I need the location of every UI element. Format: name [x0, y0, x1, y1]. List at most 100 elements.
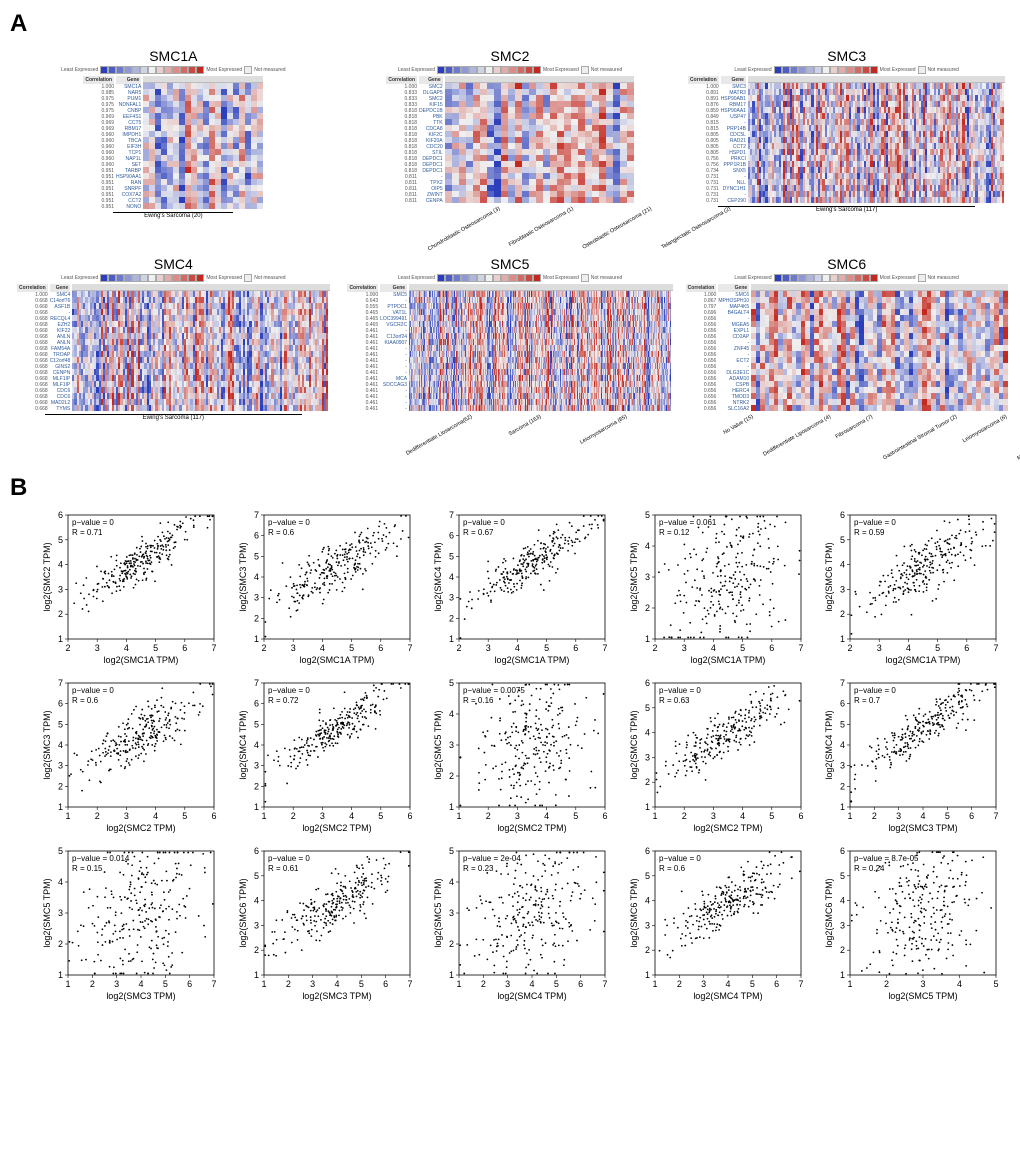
- svg-text:5: 5: [182, 811, 187, 821]
- scatter-plot: 2345671234567log2(SMC1A TPM)log2(SMC3 TP…: [236, 507, 416, 667]
- svg-text:4: 4: [725, 979, 730, 989]
- svg-text:4: 4: [645, 728, 650, 738]
- legend: Least ExpressedMost ExpressedNot measure…: [398, 66, 623, 74]
- scatter-plot: 23456712345log2(SMC1A TPM)log2(SMC5 TPM)…: [627, 507, 807, 667]
- svg-text:log2(SMC3 TPM): log2(SMC3 TPM): [238, 542, 248, 611]
- svg-text:2: 2: [481, 979, 486, 989]
- heatmap-title: SMC4: [154, 256, 193, 272]
- svg-text:7: 7: [58, 678, 63, 688]
- svg-text:1: 1: [840, 634, 845, 644]
- svg-text:1: 1: [848, 811, 853, 821]
- svg-text:2: 2: [457, 643, 462, 653]
- svg-text:6: 6: [58, 510, 63, 520]
- svg-text:log2(SMC4 TPM): log2(SMC4 TPM): [693, 991, 762, 1001]
- heatmap-smc4: SMC4Least ExpressedMost ExpressedNot mea…: [10, 256, 337, 454]
- svg-text:4: 4: [334, 979, 339, 989]
- svg-text:2: 2: [90, 979, 95, 989]
- svg-text:2: 2: [65, 643, 70, 653]
- svg-text:4: 4: [530, 979, 535, 989]
- svg-text:1: 1: [840, 802, 845, 812]
- panel-b: B 234567123456log2(SMC1A TPM)log2(SMC2 T…: [10, 474, 1010, 1003]
- legend: Least ExpressedMost ExpressedNot measure…: [398, 274, 623, 282]
- svg-text:1: 1: [645, 970, 650, 980]
- svg-text:4: 4: [840, 740, 845, 750]
- heatmap-xlabel: Ewing's Sarcoma (117): [718, 206, 975, 213]
- scatter-plot: 1234567123456log2(SMC4 TPM)log2(SMC6 TPM…: [627, 843, 807, 1003]
- svg-text:6: 6: [254, 699, 259, 709]
- svg-text:4: 4: [449, 877, 454, 887]
- svg-text:5: 5: [449, 846, 454, 856]
- svg-text:1: 1: [65, 811, 70, 821]
- svg-text:5: 5: [254, 719, 259, 729]
- svg-text:2: 2: [677, 979, 682, 989]
- svg-text:log2(SMC1A TPM): log2(SMC1A TPM): [690, 655, 765, 665]
- svg-text:6: 6: [254, 531, 259, 541]
- svg-text:log2(SMC4 TPM): log2(SMC4 TPM): [238, 710, 248, 779]
- svg-text:log2(SMC3 TPM): log2(SMC3 TPM): [42, 710, 52, 779]
- svg-text:R = 0.6: R = 0.6: [72, 696, 99, 705]
- svg-text:p−value = 0: p−value = 0: [268, 686, 310, 695]
- svg-text:6: 6: [383, 979, 388, 989]
- svg-text:3: 3: [310, 979, 315, 989]
- svg-text:2: 2: [254, 613, 259, 623]
- heatmap-row-2: SMC4 Least ExpressedMost ExpressedNot mea…: [10, 256, 1010, 454]
- svg-text:4: 4: [254, 896, 259, 906]
- svg-text:1: 1: [848, 979, 853, 989]
- svg-text:3: 3: [58, 908, 63, 918]
- svg-text:2: 2: [884, 979, 889, 989]
- svg-text:5: 5: [840, 719, 845, 729]
- svg-text:log2(SMC2 TPM): log2(SMC2 TPM): [693, 823, 762, 833]
- svg-text:3: 3: [921, 979, 926, 989]
- svg-text:log2(SMC6 TPM): log2(SMC6 TPM): [629, 710, 639, 779]
- svg-text:3: 3: [449, 908, 454, 918]
- svg-text:p−value = 2e-04: p−value = 2e-04: [463, 854, 521, 863]
- scatter-plot: 123456712345log2(SMC4 TPM)log2(SMC5 TPM)…: [431, 843, 611, 1003]
- scatter-plot: 123456123456log2(SMC2 TPM)log2(SMC6 TPM)…: [627, 675, 807, 835]
- svg-text:p−value = 0: p−value = 0: [659, 854, 701, 863]
- svg-text:4: 4: [138, 979, 143, 989]
- svg-text:3: 3: [254, 593, 259, 603]
- svg-text:6: 6: [769, 643, 774, 653]
- svg-text:6: 6: [965, 643, 970, 653]
- svg-text:4: 4: [840, 896, 845, 906]
- svg-text:p−value = 0: p−value = 0: [72, 686, 114, 695]
- svg-text:5: 5: [994, 979, 999, 989]
- svg-text:1: 1: [645, 802, 650, 812]
- svg-text:4: 4: [58, 560, 63, 570]
- svg-text:2: 2: [58, 609, 63, 619]
- svg-text:7: 7: [994, 811, 999, 821]
- svg-text:2: 2: [254, 945, 259, 955]
- svg-text:4: 4: [319, 643, 324, 653]
- svg-text:p−value = 0: p−value = 0: [659, 686, 701, 695]
- svg-text:5: 5: [945, 811, 950, 821]
- svg-text:5: 5: [349, 643, 354, 653]
- svg-text:2: 2: [290, 811, 295, 821]
- svg-text:7: 7: [407, 979, 412, 989]
- svg-text:5: 5: [573, 811, 578, 821]
- svg-text:R = 0.61: R = 0.61: [268, 864, 299, 873]
- svg-text:log2(SMC5 TPM): log2(SMC5 TPM): [889, 991, 958, 1001]
- svg-text:log2(SMC3 TPM): log2(SMC3 TPM): [889, 823, 958, 833]
- svg-text:log2(SMC4 TPM): log2(SMC4 TPM): [498, 991, 567, 1001]
- svg-text:R = 0.6: R = 0.6: [268, 528, 295, 537]
- svg-text:log2(SMC1A TPM): log2(SMC1A TPM): [104, 655, 179, 665]
- svg-text:R = 0.16: R = 0.16: [463, 696, 494, 705]
- scatter-plot: 1234561234567log2(SMC2 TPM)log2(SMC4 TPM…: [236, 675, 416, 835]
- svg-text:3: 3: [877, 643, 882, 653]
- svg-text:3: 3: [840, 761, 845, 771]
- scatter-plot: 1234561234567log2(SMC2 TPM)log2(SMC3 TPM…: [40, 675, 220, 835]
- heatmap-row-1: SMC1ALeast ExpressedMost ExpressedNot me…: [10, 48, 1010, 246]
- svg-text:log2(SMC6 TPM): log2(SMC6 TPM): [824, 878, 834, 947]
- svg-text:2: 2: [95, 811, 100, 821]
- svg-text:5: 5: [58, 846, 63, 856]
- svg-text:1: 1: [254, 634, 259, 644]
- svg-text:p−value = 0.0075: p−value = 0.0075: [463, 686, 525, 695]
- scatter-plot: 123456712345log2(SMC3 TPM)log2(SMC5 TPM)…: [40, 843, 220, 1003]
- svg-text:log2(SMC2 TPM): log2(SMC2 TPM): [106, 823, 175, 833]
- svg-text:5: 5: [544, 643, 549, 653]
- panel-a: A SMC1ALeast ExpressedMost ExpressedNot …: [10, 10, 1010, 454]
- svg-text:3: 3: [319, 811, 324, 821]
- svg-text:4: 4: [58, 877, 63, 887]
- svg-text:2: 2: [840, 945, 845, 955]
- svg-text:3: 3: [701, 979, 706, 989]
